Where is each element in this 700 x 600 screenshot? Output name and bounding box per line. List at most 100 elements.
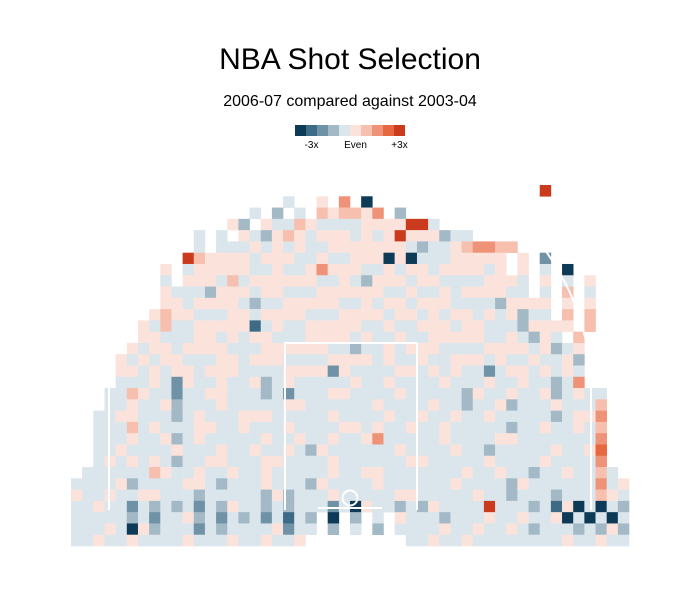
heatmap-cell bbox=[495, 275, 507, 287]
heatmap-cell bbox=[439, 309, 451, 321]
heatmap-cell bbox=[238, 218, 250, 231]
heatmap-cell bbox=[350, 263, 362, 276]
heatmap-cell bbox=[472, 365, 485, 378]
heatmap-cell bbox=[115, 444, 128, 457]
heatmap-cell bbox=[562, 512, 574, 524]
heatmap-cell bbox=[327, 421, 340, 434]
heatmap-cell bbox=[416, 376, 429, 389]
heatmap-cell bbox=[204, 410, 217, 423]
heatmap-cell bbox=[550, 489, 563, 502]
heatmap-cell bbox=[216, 467, 228, 479]
heatmap-cell bbox=[160, 376, 172, 389]
heatmap-cell bbox=[472, 523, 485, 536]
heatmap-cell bbox=[260, 365, 273, 378]
heatmap-cell bbox=[204, 444, 217, 457]
heatmap-cell bbox=[550, 331, 563, 344]
heatmap-cell bbox=[182, 309, 195, 321]
heatmap-cell bbox=[483, 376, 496, 389]
heatmap-cell bbox=[472, 455, 485, 468]
heatmap-cell bbox=[450, 455, 462, 468]
heatmap-cell bbox=[506, 286, 518, 299]
heatmap-cell bbox=[327, 275, 340, 287]
heatmap-cell bbox=[71, 512, 83, 524]
heatmap-cell bbox=[160, 421, 172, 434]
heatmap-cell bbox=[439, 410, 451, 423]
heatmap-cell bbox=[405, 241, 418, 253]
heatmap-cell bbox=[249, 489, 262, 502]
heatmap-cell bbox=[372, 455, 384, 468]
heatmap-cell bbox=[361, 433, 373, 445]
heatmap-cell bbox=[405, 263, 418, 276]
heatmap-cell bbox=[260, 218, 273, 231]
heatmap-cell bbox=[495, 376, 507, 389]
heatmap-cell bbox=[182, 433, 195, 445]
heatmap-cell bbox=[361, 286, 373, 299]
heatmap-cell bbox=[483, 275, 496, 287]
heatmap-cell bbox=[394, 421, 407, 434]
heatmap-cell bbox=[160, 388, 172, 400]
heatmap-cell bbox=[394, 489, 407, 502]
heatmap-cell bbox=[305, 263, 317, 276]
heatmap-cell bbox=[416, 365, 429, 378]
heatmap-cell bbox=[149, 365, 161, 378]
heatmap-cell bbox=[216, 354, 228, 366]
heatmap-cell bbox=[104, 478, 116, 490]
heatmap-cell bbox=[416, 534, 429, 547]
heatmap-cell bbox=[249, 241, 262, 253]
heatmap-cell bbox=[506, 410, 518, 423]
heatmap-cell bbox=[450, 275, 462, 287]
heatmap-cell bbox=[472, 286, 485, 299]
heatmap-cell bbox=[227, 433, 239, 445]
heatmap-cell bbox=[260, 467, 273, 479]
legend-swatch bbox=[372, 125, 383, 136]
heatmap-cell bbox=[316, 399, 328, 411]
heatmap-cell bbox=[394, 331, 407, 344]
heatmap-cell bbox=[216, 433, 228, 445]
heatmap-cell bbox=[350, 467, 362, 479]
heatmap-cell bbox=[305, 500, 317, 513]
heatmap-cell bbox=[394, 230, 407, 242]
heatmap-cell bbox=[439, 534, 451, 547]
heatmap-cell bbox=[204, 342, 217, 355]
heatmap-cell bbox=[439, 241, 451, 253]
heatmap-cell bbox=[383, 399, 395, 411]
heatmap-cell bbox=[506, 534, 518, 547]
heatmap-cell bbox=[617, 489, 630, 502]
heatmap-cell bbox=[204, 433, 217, 445]
heatmap-cell bbox=[104, 421, 116, 434]
heatmap-cell bbox=[350, 331, 362, 344]
heatmap-cell bbox=[160, 399, 172, 411]
heatmap-cell bbox=[283, 478, 295, 490]
heatmap-cell bbox=[517, 489, 529, 502]
heatmap-cell bbox=[517, 320, 529, 332]
heatmap-cell bbox=[338, 433, 351, 445]
heatmap-cell bbox=[149, 523, 161, 536]
heatmap-cell bbox=[450, 433, 462, 445]
heatmap-cell bbox=[316, 388, 328, 400]
heatmap-cell bbox=[416, 331, 429, 344]
heatmap-cell bbox=[227, 500, 239, 513]
heatmap-cell bbox=[160, 489, 172, 502]
heatmap-cell bbox=[126, 410, 139, 423]
heatmap-cell bbox=[249, 342, 262, 355]
heatmap-cell bbox=[506, 320, 518, 332]
heatmap-cell bbox=[361, 241, 373, 253]
heatmap-cell bbox=[372, 342, 384, 355]
heatmap-cell bbox=[506, 421, 518, 434]
heatmap-cell bbox=[461, 286, 474, 299]
heatmap-cell bbox=[528, 354, 541, 366]
heatmap-cell bbox=[294, 376, 306, 389]
heatmap-cell bbox=[238, 297, 250, 310]
heatmap-cell bbox=[182, 275, 195, 287]
heatmap-cell bbox=[472, 534, 485, 547]
heatmap-cell bbox=[160, 297, 172, 310]
heatmap-cell bbox=[483, 500, 496, 513]
heatmap-cell bbox=[171, 354, 183, 366]
heatmap-cell bbox=[483, 489, 496, 502]
heatmap-cell bbox=[238, 455, 250, 468]
heatmap-cell bbox=[249, 523, 262, 536]
heatmap-cell bbox=[539, 534, 552, 547]
heatmap-cell bbox=[126, 354, 139, 366]
heatmap-cell bbox=[260, 410, 273, 423]
heatmap-cell bbox=[283, 196, 295, 208]
